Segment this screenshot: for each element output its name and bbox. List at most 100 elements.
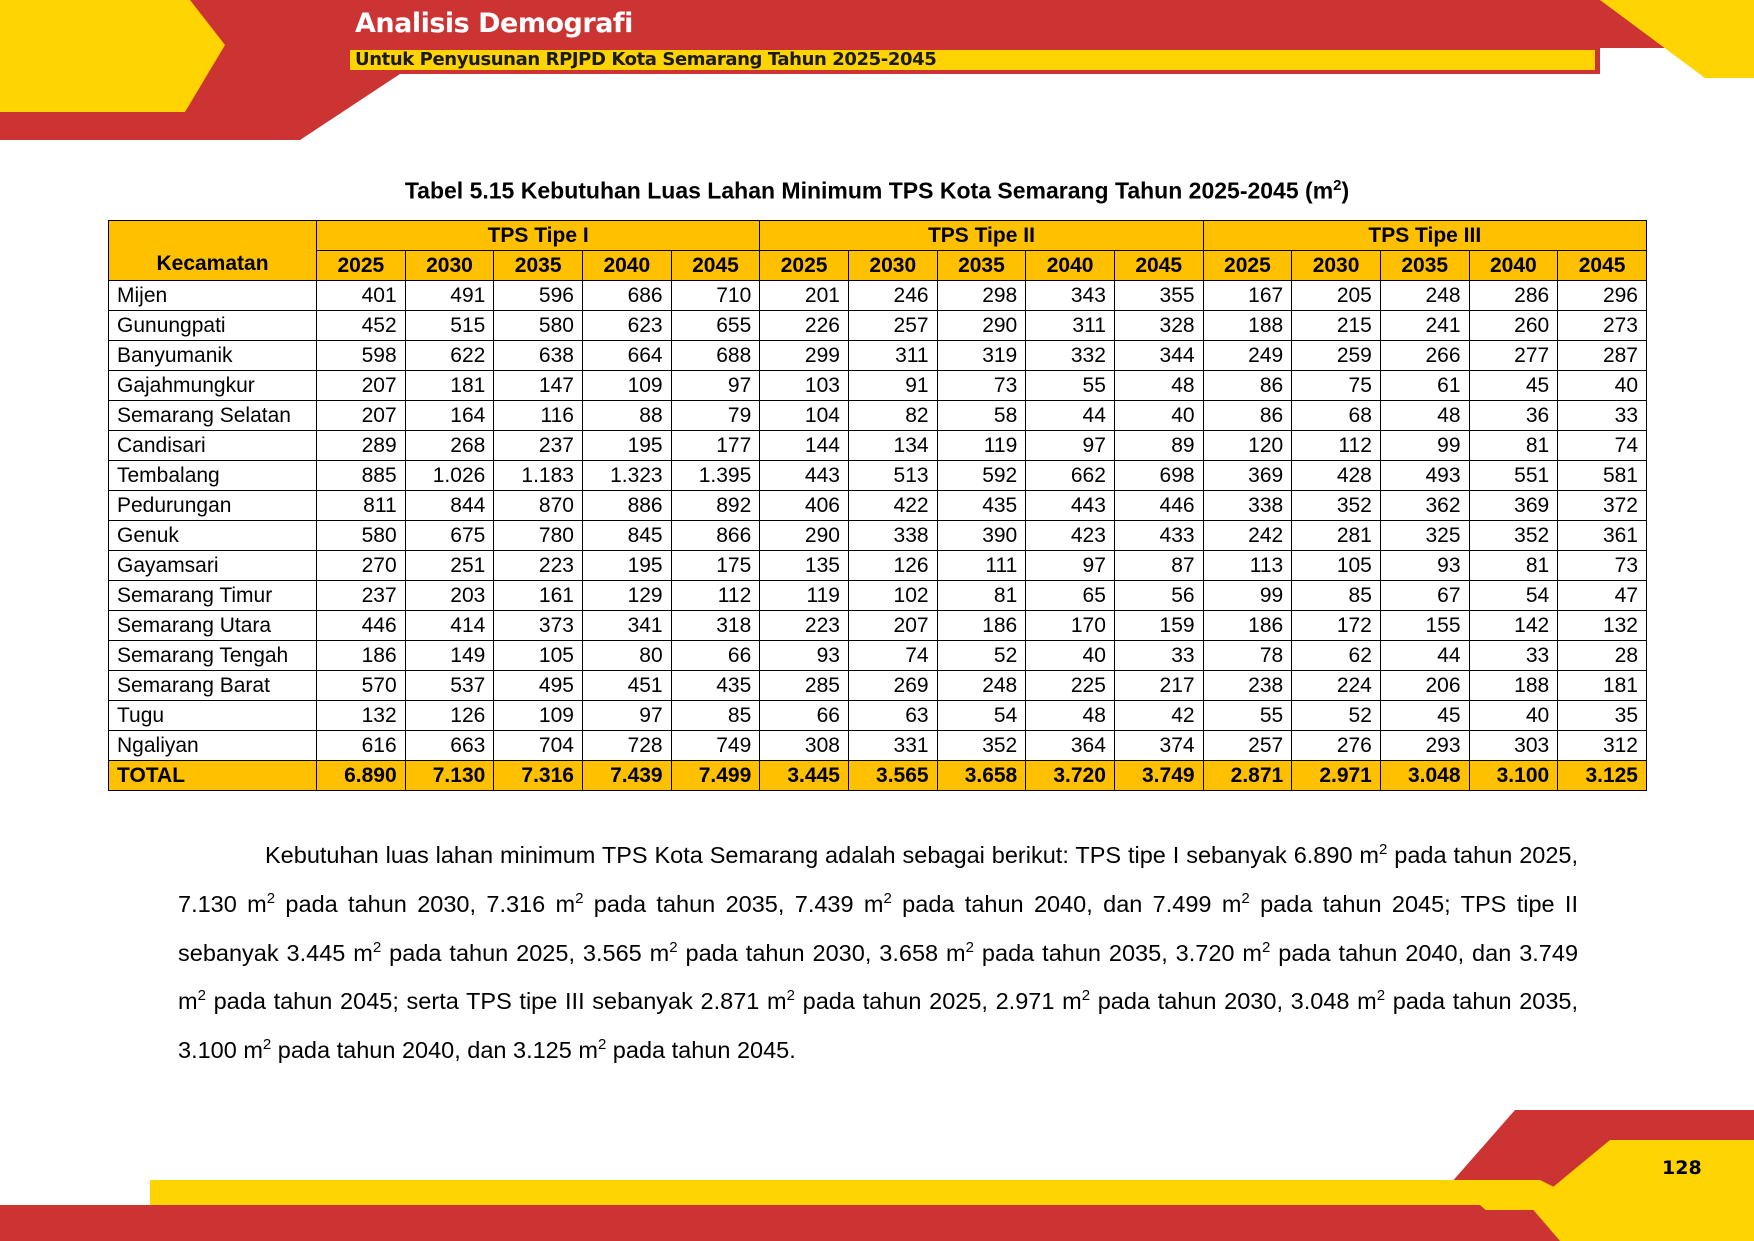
- value-cell: 58: [936, 400, 1027, 431]
- value-cell: 215: [1291, 310, 1381, 341]
- value-cell: 319: [936, 340, 1027, 371]
- value-cell: 286: [1468, 280, 1559, 311]
- table-row: Ngaliyan 616 663 704 728 749 308 331 352 364 374 25…: [108, 730, 1647, 761]
- paragraph-text: pada tahun 2040, dan 7.499 m: [891, 890, 1242, 917]
- year-header: 2045: [1557, 250, 1647, 281]
- value-cell: 491: [404, 280, 495, 311]
- value-cell: 186: [316, 640, 406, 671]
- value-cell: 287: [1557, 340, 1647, 371]
- value-cell: 885: [316, 460, 406, 491]
- kecamatan-name: Pedurungan: [108, 490, 317, 521]
- value-cell: 237: [493, 430, 583, 461]
- value-cell: 285: [759, 670, 849, 701]
- value-cell: 343: [1025, 280, 1115, 311]
- value-cell: 311: [847, 340, 938, 371]
- paragraph-text: pada tahun 2035, 7.439 m: [583, 890, 884, 917]
- value-cell: 172: [1291, 610, 1381, 641]
- value-cell: 596: [493, 280, 583, 311]
- table-row: Semarang Utara 446 414 373 341 318 223 207 186 17…: [108, 610, 1647, 641]
- year-header: 2035: [936, 250, 1027, 281]
- total-cell: 7.499: [670, 760, 761, 791]
- value-cell: 338: [847, 520, 938, 551]
- paragraph-text: pada tahun 2025, 3.565 m: [381, 939, 670, 966]
- value-cell: 290: [759, 520, 849, 551]
- value-cell: 325: [1379, 520, 1470, 551]
- value-cell: 1.026: [404, 460, 495, 491]
- value-cell: 188: [1202, 310, 1293, 341]
- paragraph-text: pada tahun 2030, 3.658 m: [677, 939, 966, 966]
- value-cell: 414: [404, 610, 495, 641]
- value-cell: 111: [936, 550, 1027, 581]
- value-cell: 66: [670, 640, 761, 671]
- table-row: Tugu 132 126 109 97 85 66 63 54 48 42 55 52 45 40 35: [108, 700, 1647, 731]
- value-cell: 36: [1468, 400, 1559, 431]
- value-cell: 42: [1113, 700, 1204, 731]
- value-cell: 257: [847, 310, 938, 341]
- group-header-tps-tipe-1: TPS Tipe I: [315, 220, 761, 251]
- value-cell: 698: [1113, 460, 1204, 491]
- value-cell: 811: [316, 490, 406, 521]
- value-cell: 355: [1113, 280, 1204, 311]
- value-cell: 1.323: [581, 460, 672, 491]
- unit-superscript: 2: [266, 889, 276, 907]
- value-cell: 33: [1468, 640, 1559, 671]
- value-cell: 129: [581, 580, 672, 611]
- value-cell: 710: [670, 280, 761, 311]
- value-cell: 311: [1025, 310, 1115, 341]
- kecamatan-name: Gunungpati: [108, 310, 317, 341]
- value-cell: 513: [847, 460, 938, 491]
- table-row: Candisari 289 268 237 195 177 144 134 119 97 89 120…: [108, 430, 1647, 461]
- value-cell: 622: [404, 340, 495, 371]
- value-cell: 85: [670, 700, 761, 731]
- total-cell: 3.445: [759, 760, 849, 791]
- value-cell: 495: [493, 670, 583, 701]
- column-header-kecamatan: Kecamatan: [108, 220, 317, 281]
- page-number: 128: [1662, 1157, 1702, 1179]
- kecamatan-name: Genuk: [108, 520, 317, 551]
- value-cell: 435: [936, 490, 1027, 521]
- value-cell: 270: [316, 550, 406, 581]
- group-header-tps-tipe-3: TPS Tipe III: [1202, 220, 1648, 251]
- table-row: Tembalang 885 1.026 1.183 1.323 1.395 443 513 59…: [108, 460, 1647, 491]
- value-cell: 892: [670, 490, 761, 521]
- value-cell: 446: [1113, 490, 1204, 521]
- value-cell: 73: [936, 370, 1027, 401]
- value-cell: 207: [316, 370, 406, 401]
- value-cell: 870: [493, 490, 583, 521]
- unit-superscript: 2: [372, 938, 382, 956]
- value-cell: 223: [759, 610, 849, 641]
- value-cell: 423: [1025, 520, 1115, 551]
- value-cell: 369: [1202, 460, 1293, 491]
- total-cell: 3.720: [1025, 760, 1115, 791]
- year-header: 2045: [670, 250, 761, 281]
- value-cell: 268: [404, 430, 495, 461]
- kecamatan-name: Semarang Timur: [108, 580, 317, 611]
- table-row: Semarang Timur 237 203 161 129 112 119 102 81 65 5…: [108, 580, 1647, 611]
- value-cell: 203: [404, 580, 495, 611]
- paragraph-text: pada tahun 2040, dan 3.125 m: [271, 1037, 598, 1064]
- value-cell: 246: [847, 280, 938, 311]
- value-cell: 374: [1113, 730, 1204, 761]
- value-cell: 662: [1025, 460, 1115, 491]
- total-cell: 2.971: [1291, 760, 1381, 791]
- value-cell: 728: [581, 730, 672, 761]
- unit-superscript: 2: [1376, 987, 1386, 1005]
- value-cell: 102: [847, 580, 938, 611]
- value-cell: 135: [759, 550, 849, 581]
- value-cell: 224: [1291, 670, 1381, 701]
- table-row: Semarang Tengah 186 149 105 80 66 93 74 52 40 33 78…: [108, 640, 1647, 671]
- header-subtitle: Untuk Penyusunan RPJPD Kota Semarang Tah…: [355, 49, 937, 70]
- value-cell: 55: [1025, 370, 1115, 401]
- value-cell: 341: [581, 610, 672, 641]
- value-cell: 147: [493, 370, 583, 401]
- value-cell: 443: [1025, 490, 1115, 521]
- value-cell: 241: [1379, 310, 1470, 341]
- unit-superscript: 2: [1262, 938, 1271, 956]
- table-row: Mijen 401 491 596 686 710 201 246 298 343 355 167 20…: [108, 280, 1647, 311]
- value-cell: 551: [1468, 460, 1559, 491]
- value-cell: 161: [493, 580, 583, 611]
- value-cell: 249: [1202, 340, 1293, 371]
- value-cell: 186: [1202, 610, 1293, 641]
- total-cell: 7.130: [404, 760, 495, 791]
- unit-superscript: 2: [1379, 841, 1388, 858]
